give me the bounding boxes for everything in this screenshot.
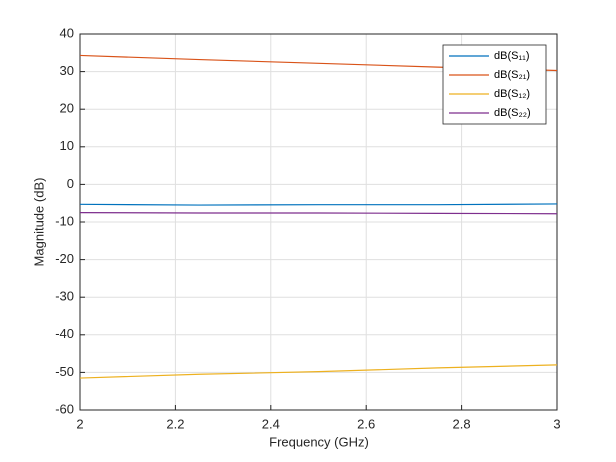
data-line — [79, 203, 558, 206]
y-tick-label: -10 — [55, 213, 74, 228]
x-tick-label: 2.6 — [357, 416, 375, 431]
y-tick-label: -30 — [55, 289, 74, 304]
y-tick-label: -20 — [55, 251, 74, 266]
data-line — [79, 364, 558, 379]
y-tick-label: 0 — [67, 176, 74, 191]
legend-label: dB(S₂₂) — [494, 107, 531, 119]
legend-label: dB(S₁₁) — [494, 50, 530, 62]
x-tick-label: 2.8 — [453, 416, 471, 431]
y-tick-label: 20 — [60, 101, 74, 116]
legend: dB(S₁₁) dB(S₂₁) dB(S₁₂) dB(S₂₂) — [442, 44, 547, 125]
y-tick-label: 10 — [60, 138, 74, 153]
y-tick-label: -50 — [55, 364, 74, 379]
x-tick-label: 2 — [76, 416, 83, 431]
x-tick-label: 2.2 — [166, 416, 184, 431]
legend-label: dB(S₁₂) — [494, 88, 530, 100]
y-tick-label: -40 — [55, 326, 74, 341]
legend-label: dB(S₂₁) — [494, 69, 530, 81]
y-tick-label: -60 — [55, 401, 74, 416]
axes-box — [79, 33, 558, 411]
data-line — [79, 212, 558, 215]
y-tick-label: 40 — [60, 25, 74, 40]
y-tick-label: 30 — [60, 63, 74, 78]
x-tick-label: 3 — [553, 416, 560, 431]
x-axis-label: Frequency (GHz) — [269, 434, 369, 449]
y-axis-label: Magnitude (dB) — [31, 178, 46, 267]
x-tick-label: 2.4 — [262, 416, 280, 431]
legend-box — [442, 44, 547, 125]
